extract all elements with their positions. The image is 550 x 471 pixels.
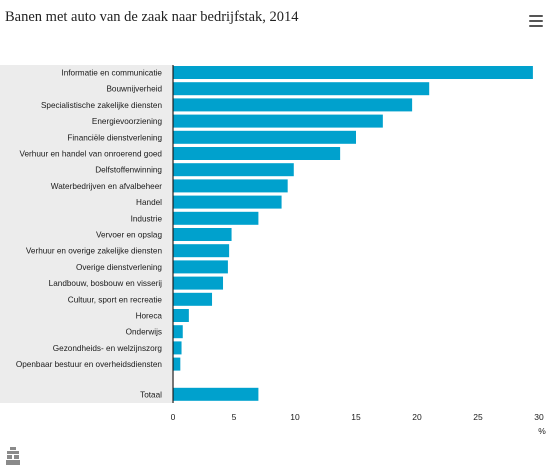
category-label: Openbaar bestuur en overheidsdiensten [16, 360, 163, 369]
bar-7 [173, 163, 294, 177]
bar-13 [173, 260, 228, 274]
category-label: Informatie en communicatie [61, 69, 162, 78]
category-label-panel [0, 65, 172, 403]
category-label: Gezondheids- en welzijnszorg [53, 344, 163, 353]
bar-5 [173, 130, 356, 144]
category-label: Onderwijs [126, 328, 162, 337]
category-label: Landbouw, bosbouw en visserij [49, 279, 163, 288]
category-label: Specialistische zakelijke diensten [41, 101, 163, 110]
category-label: Verhuur en handel van onroerend goed [20, 150, 163, 159]
bar-4 [173, 114, 383, 128]
bar-6 [173, 147, 341, 160]
chart-title: Banen met auto van de zaak naar bedrijfs… [5, 9, 299, 25]
category-label: Verhuur en overige zakelijke diensten [26, 247, 163, 256]
category-label: Vervoer en opslag [96, 231, 162, 240]
x-axis-unit-label: % [538, 426, 546, 436]
bar-1 [173, 66, 533, 79]
category-label: Waterbedrijven en afvalbeheer [51, 182, 162, 191]
x-tick-label: 25 [473, 412, 483, 422]
bar-10 [173, 211, 259, 225]
category-label: Financiële dienstverlening [67, 133, 162, 142]
bar-9 [173, 195, 282, 209]
cbs-logo-icon [6, 447, 20, 470]
x-tick-label: 5 [232, 412, 237, 422]
x-tick-label: 30 [534, 412, 544, 422]
category-label: Energievoorziening [92, 117, 163, 126]
category-label: Horeca [136, 312, 163, 321]
bar-12 [173, 244, 230, 258]
x-tick-label: 0 [171, 412, 176, 422]
bar-14 [173, 276, 224, 290]
category-label: Totaal [140, 390, 162, 399]
bar-18 [173, 341, 182, 355]
bar-3 [173, 98, 413, 112]
category-label: Bouwnijverheid [106, 85, 162, 94]
bar-17 [173, 325, 183, 339]
bar-15 [173, 292, 213, 306]
category-label: Handel [136, 198, 162, 207]
category-label: Cultuur, sport en recreatie [68, 295, 163, 304]
bar-11 [173, 228, 232, 241]
category-label: Overige dienstverlening [76, 263, 162, 272]
category-label: Delfstoffenwinning [95, 166, 162, 175]
x-tick-label: 20 [412, 412, 422, 422]
bar-8 [173, 179, 288, 193]
hamburger-menu-icon[interactable] [529, 15, 543, 28]
bar-19 [173, 357, 181, 371]
bar-20 [173, 387, 259, 401]
bar-16 [173, 309, 189, 322]
x-tick-label: 15 [351, 412, 361, 422]
x-tick-label: 10 [290, 412, 300, 422]
category-label: Industrie [131, 214, 163, 223]
bar-2 [173, 82, 430, 96]
